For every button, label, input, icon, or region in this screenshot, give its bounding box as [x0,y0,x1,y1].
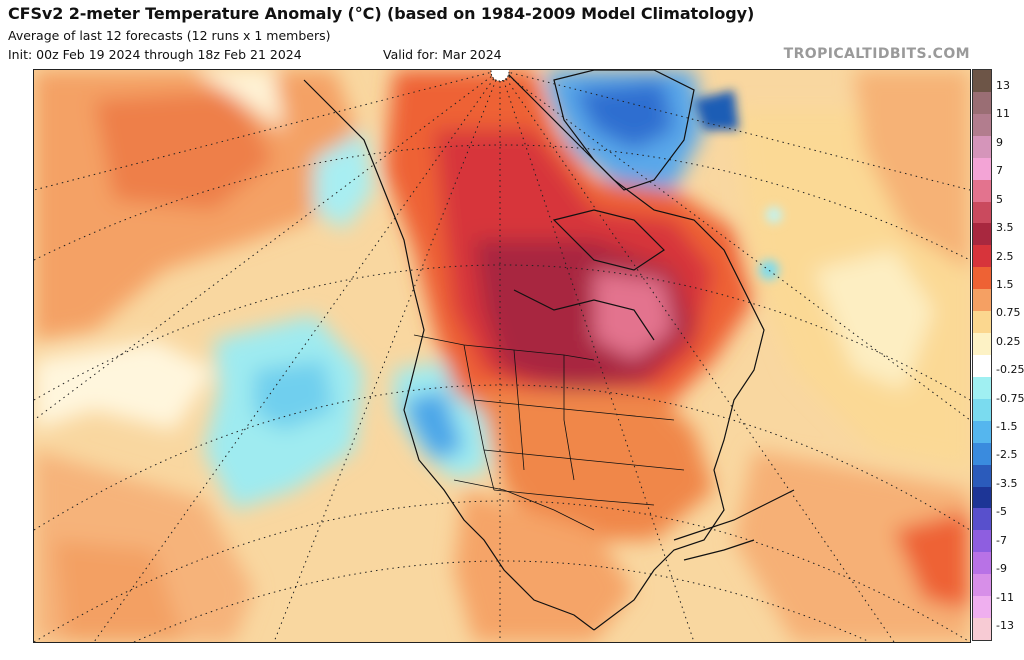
color-scale-swatch [973,113,991,137]
political-boundaries [413,334,685,531]
color-scale-swatch [973,201,991,224]
color-scale-swatch [973,223,991,246]
color-scale-tick-label: -0.75 [996,391,1024,405]
anomaly-shading [34,70,970,642]
color-scale-tick-label: 13 [996,79,1010,92]
map-title: CFSv2 2-meter Temperature Anomaly (°C) (… [8,4,755,23]
color-scale-tick-label: 1.5 [996,277,1014,291]
color-scale-swatch [973,355,991,378]
color-scale-swatch [973,574,991,597]
color-scale-tick-label: -2.5 [996,448,1018,462]
color-scale-swatch [973,311,991,334]
color-scale-tick-label: 0.75 [996,306,1021,320]
brand-watermark: TROPICALTIDBITS.COM [783,46,970,62]
color-scale-swatch [973,333,991,356]
color-scale-swatch [973,508,991,531]
color-scale-swatch [973,596,991,619]
init-time-label: Init: 00z Feb 19 2024 through 18z Feb 21… [8,47,302,62]
color-scale-tick-label: 0.25 [996,334,1021,348]
color-scale-tick-label: 11 [996,107,1010,121]
color-scale-swatch [973,530,991,553]
color-scale-swatch [973,91,991,115]
color-scale-swatch [973,70,991,93]
color-scale-tick-label: 2.5 [996,249,1014,263]
color-scale-swatch [973,486,991,509]
color-scale-tick-label: 7 [996,164,1003,178]
map-subtitle: Average of last 12 forecasts (12 runs x … [8,28,331,43]
anomaly-field [34,70,970,642]
color-scale-swatch [973,552,991,575]
color-scale-swatch [973,157,991,181]
valid-time-label: Valid for: Mar 2024 [383,47,502,62]
temperature-anomaly-map [33,69,971,643]
color-scale-tick-label: -3.5 [996,476,1018,490]
anomaly-highlights [694,90,782,280]
coastlines [303,70,795,631]
color-scale-bar [972,69,992,641]
color-scale-tick-label: 5 [996,192,1003,206]
color-scale-tick-label: 9 [996,135,1003,149]
color-scale-tick-label: -0.25 [996,363,1024,377]
color-scale-tick-label: -9 [996,562,1007,576]
color-scale-swatch [973,289,991,312]
color-scale-tick-label: -7 [996,533,1007,547]
color-scale-swatch [973,135,991,159]
color-scale-swatch [973,267,991,290]
color-scale-swatch [973,420,991,444]
color-scale-tick-label: 3.5 [996,221,1014,235]
color-scale-tick-label: -13 [996,619,1014,632]
color-scale-swatch [973,618,991,641]
color-scale-tick-label: -1.5 [996,420,1018,434]
north-pole-marker [490,70,510,82]
color-scale-swatch [973,464,991,488]
color-scale-tick-label: -5 [996,505,1007,519]
color-scale-tick-label: -11 [996,590,1014,604]
color-scale-swatch [973,376,991,400]
color-scale-swatch [973,442,991,466]
color-scale-swatch [973,245,991,268]
color-scale-swatch [973,398,991,422]
color-scale-swatch [973,179,991,203]
lat-lon-graticule [34,70,970,642]
